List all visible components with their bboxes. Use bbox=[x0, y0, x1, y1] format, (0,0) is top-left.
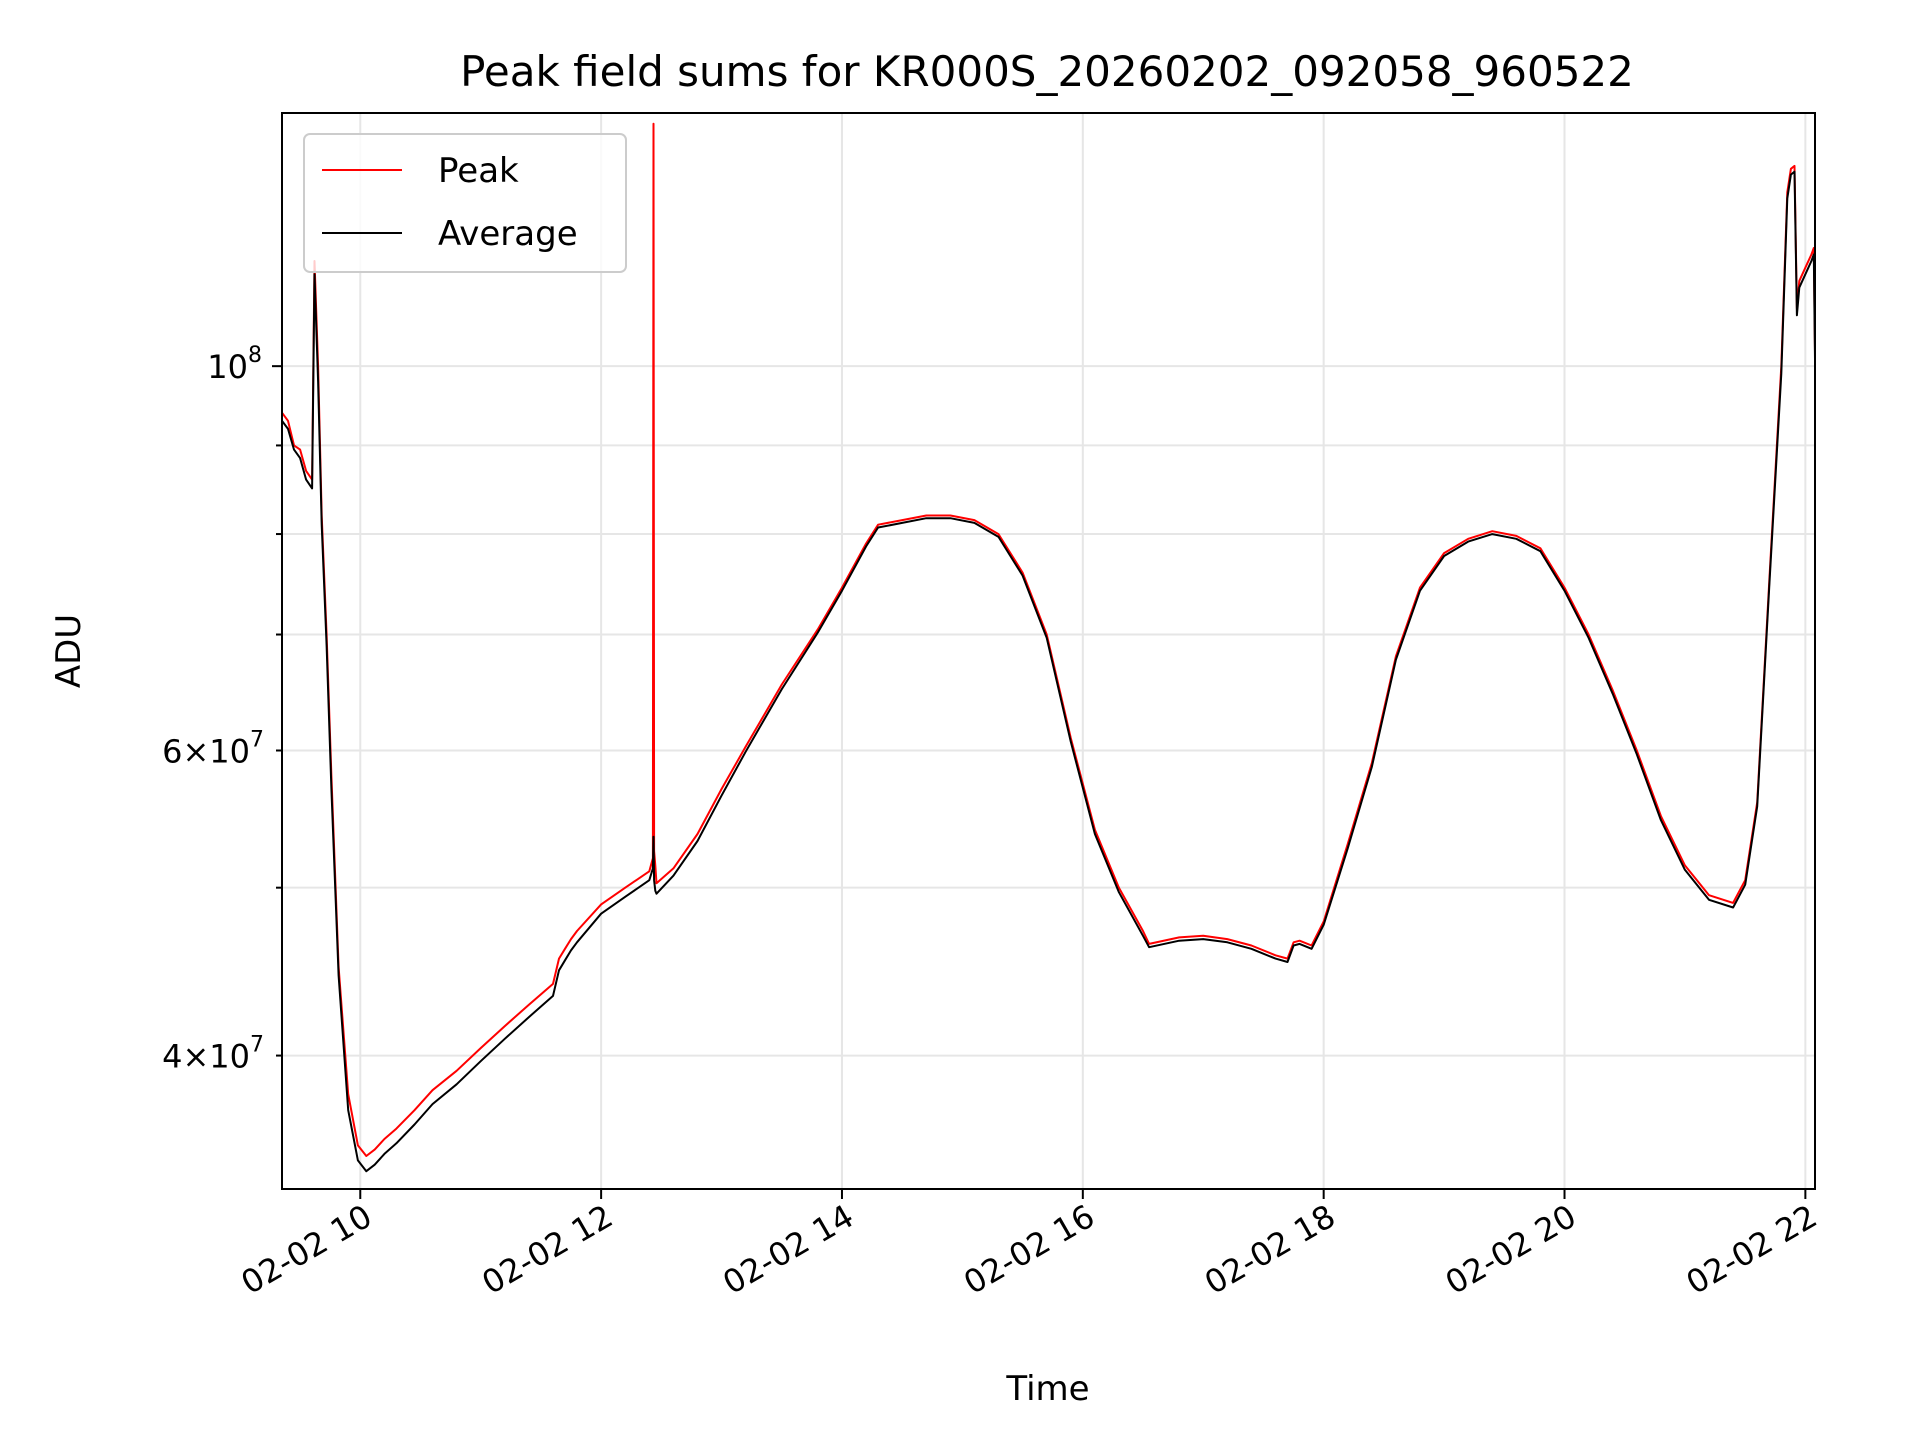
series-line-peak bbox=[282, 122, 1815, 1157]
legend-box bbox=[303, 133, 627, 273]
series-line-average bbox=[282, 170, 1815, 1173]
y-tick-label: 6×107 bbox=[162, 728, 264, 771]
y-tick-label: 4×107 bbox=[162, 1033, 264, 1076]
plot-frame bbox=[281, 112, 1816, 1190]
grid bbox=[282, 113, 1815, 1189]
legend-label-average: Average bbox=[438, 214, 578, 254]
legend: Peak Average bbox=[303, 133, 627, 273]
chart-title: Peak field sums for KR000S_20260202_0920… bbox=[460, 47, 1634, 96]
plot-area bbox=[282, 122, 1815, 1173]
x-axis-label: Time bbox=[1005, 1369, 1089, 1409]
y-axis-label: ADU bbox=[49, 614, 89, 688]
legend-label-peak: Peak bbox=[438, 151, 519, 191]
